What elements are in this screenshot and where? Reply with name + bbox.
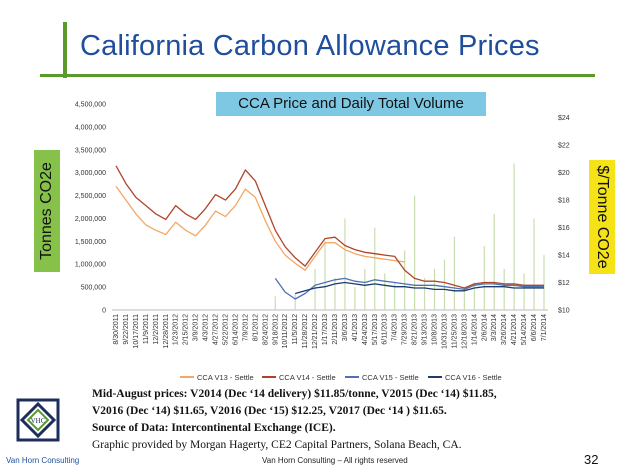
firm-name: Van Horn Consulting — [6, 456, 80, 465]
x-tick-label: 4/1/2013 — [352, 314, 359, 341]
left-tick-label: 4,500,000 — [75, 102, 106, 109]
price-notes: Mid-August prices: V2014 (Dec ‘14 delive… — [92, 386, 592, 454]
x-tick-label: 12/28/2011 — [163, 314, 170, 349]
x-tick-label: 9/22/2011 — [123, 314, 130, 345]
x-tick-label: 1/14/2014 — [471, 314, 478, 345]
x-tick-label: 11/9/2011 — [143, 314, 150, 344]
right-tick-label: $14 — [558, 253, 570, 260]
svg-text:VHC: VHC — [31, 417, 46, 425]
x-tick-label: 9/18/2012 — [272, 314, 279, 345]
left-tick-label: 2,500,000 — [75, 193, 106, 200]
slide-title: California Carbon Allowance Prices — [80, 30, 540, 62]
series-line-v16 — [295, 281, 544, 295]
x-tick-label: 7/4/2013 — [392, 314, 399, 341]
x-tick-label: 4/24/2013 — [362, 314, 369, 345]
x-tick-label: 6/14/2012 — [232, 314, 239, 345]
notes-line-2: V2016 (Dec ‘14) $11.65, V2016 (Dec ‘15) … — [92, 405, 447, 417]
x-tick-label: 3/3/2014 — [491, 314, 498, 341]
x-tick-label: 2/15/2012 — [183, 314, 190, 345]
x-tick-label: 9/13/2013 — [422, 314, 429, 345]
left-tick-label: 2,000,000 — [75, 216, 106, 223]
x-tick-label: 10/11/2012 — [282, 314, 289, 349]
x-tick-label: 5/14/2014 — [521, 314, 528, 345]
x-tick-label: 10/17/2011 — [133, 314, 140, 349]
series-line-v14 — [115, 165, 544, 289]
x-tick-label: 4/21/2014 — [511, 314, 518, 345]
x-tick-label: 8/30/2011 — [113, 314, 120, 345]
x-tick-label: 3/26/2014 — [501, 314, 508, 345]
left-axis-label: Tonnes CO2e — [34, 150, 60, 272]
x-tick-label: 11/5/2012 — [292, 314, 299, 345]
left-tick-label: 1,500,000 — [75, 239, 106, 246]
left-tick-label: 500,000 — [81, 285, 106, 292]
x-tick-label: 11/25/2013 — [451, 314, 458, 349]
x-tick-label: 1/23/2012 — [173, 314, 180, 345]
right-tick-label: $10 — [558, 308, 570, 315]
notes-line-1: Mid-August prices: V2014 (Dec ‘14 delive… — [92, 388, 497, 400]
right-tick-label: $22 — [558, 143, 570, 150]
vhc-logo-icon: VHC — [16, 398, 60, 442]
legend-entry: CCA V14 - Settle — [279, 373, 336, 382]
x-tick-label: 8/21/2013 — [412, 314, 419, 345]
x-tick-label: 7/1/2014 — [541, 314, 548, 341]
x-tick-label: 11/28/2012 — [302, 314, 309, 349]
x-tick-label: 12/21/2012 — [312, 314, 319, 349]
x-tick-label: 4/3/2012 — [203, 314, 210, 341]
legend-entry: CCA V16 - Settle — [445, 373, 502, 382]
right-tick-label: $20 — [558, 170, 570, 177]
page-number: 32 — [584, 452, 599, 467]
footer-text: Van Horn Consulting – All rights reserve… — [262, 456, 408, 465]
right-tick-label: $12 — [558, 280, 570, 287]
x-tick-label: 4/27/2012 — [213, 314, 220, 345]
right-axis-label: $/Tonne CO2e — [589, 160, 615, 274]
right-tick-label: $16 — [558, 225, 570, 232]
x-tick-label: 5/17/2013 — [372, 314, 379, 345]
notes-line-4: Graphic provided by Morgan Hagerty, CE2 … — [92, 439, 462, 451]
x-tick-label: 10/8/2013 — [432, 314, 439, 345]
x-tick-label: 12/18/2013 — [461, 314, 468, 349]
series-line-v13 — [115, 186, 405, 271]
x-tick-label: 3/9/2012 — [193, 314, 200, 341]
x-tick-label: 5/22/2012 — [222, 314, 229, 345]
left-tick-label: 4,000,000 — [75, 124, 106, 131]
legend-entry: CCA V13 - Settle — [197, 373, 254, 382]
series-line-v15 — [274, 277, 544, 300]
legend-entry: CCA V15 - Settle — [362, 373, 419, 382]
title-underline — [40, 74, 595, 77]
left-tick-label: 3,000,000 — [75, 170, 106, 177]
x-tick-label: 1/17/2013 — [322, 314, 329, 345]
chart-title: CCA Price and Daily Total Volume — [216, 92, 486, 116]
x-tick-label: 7/29/2013 — [402, 314, 409, 345]
x-tick-label: 8/1/2012 — [252, 314, 259, 341]
x-tick-label: 3/6/2013 — [342, 314, 349, 341]
right-tick-label: $24 — [558, 115, 570, 122]
title-accent-vertical — [63, 22, 67, 78]
x-tick-label: 2/11/2013 — [332, 314, 339, 345]
x-tick-label: 2/6/2014 — [481, 314, 488, 341]
x-tick-label: 8/24/2012 — [262, 314, 269, 345]
x-tick-label: 12/2/2011 — [153, 314, 160, 345]
right-tick-label: $18 — [558, 198, 570, 205]
left-tick-label: 1,000,000 — [75, 262, 106, 269]
left-tick-label: 0 — [102, 308, 106, 315]
x-tick-label: 7/9/2012 — [242, 314, 249, 341]
notes-line-3: Source of Data: Intercontinental Exchang… — [92, 422, 336, 434]
x-tick-label: 10/31/2013 — [441, 314, 448, 349]
left-tick-label: 3,500,000 — [75, 147, 106, 154]
x-tick-label: 6/6/2014 — [531, 314, 538, 341]
x-tick-label: 6/11/2013 — [382, 314, 389, 345]
